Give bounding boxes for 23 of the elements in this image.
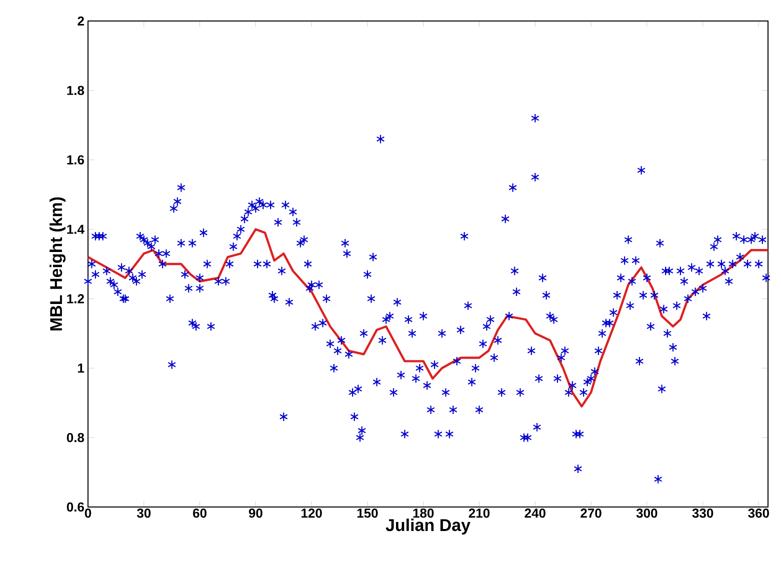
y-tick-label: 1.8 (67, 86, 84, 96)
y-tick-label: 1.2 (67, 294, 84, 304)
x-tick-label: 60 (193, 508, 206, 518)
x-tick-label: 360 (748, 508, 770, 518)
y-tick-label: 1.4 (67, 224, 84, 234)
x-tick-label: 300 (636, 508, 658, 518)
y-tick-label: 2 (78, 16, 84, 26)
y-tick-label: 0.6 (66, 502, 84, 512)
y-tick-label: 1 (78, 364, 84, 373)
x-tick-label: 240 (524, 508, 546, 518)
y-axis-title: MBL Height (km) (50, 197, 66, 330)
y-tick-label: 1.6 (67, 155, 84, 164)
y-tick-label: 0.8 (66, 432, 84, 442)
x-tick-label: 180 (413, 508, 434, 518)
x-tick-label: 330 (692, 508, 714, 518)
x-tick-label: 210 (468, 508, 490, 518)
x-tick-label: 30 (136, 508, 151, 518)
x-tick-label: 150 (357, 508, 378, 518)
x-tick-label: 0 (84, 508, 92, 518)
x-tick-label: 120 (302, 508, 322, 518)
x-tick-label: 270 (580, 508, 602, 518)
x-axis-title: Julian Day (386, 518, 470, 534)
x-tick-label: 90 (248, 508, 262, 518)
